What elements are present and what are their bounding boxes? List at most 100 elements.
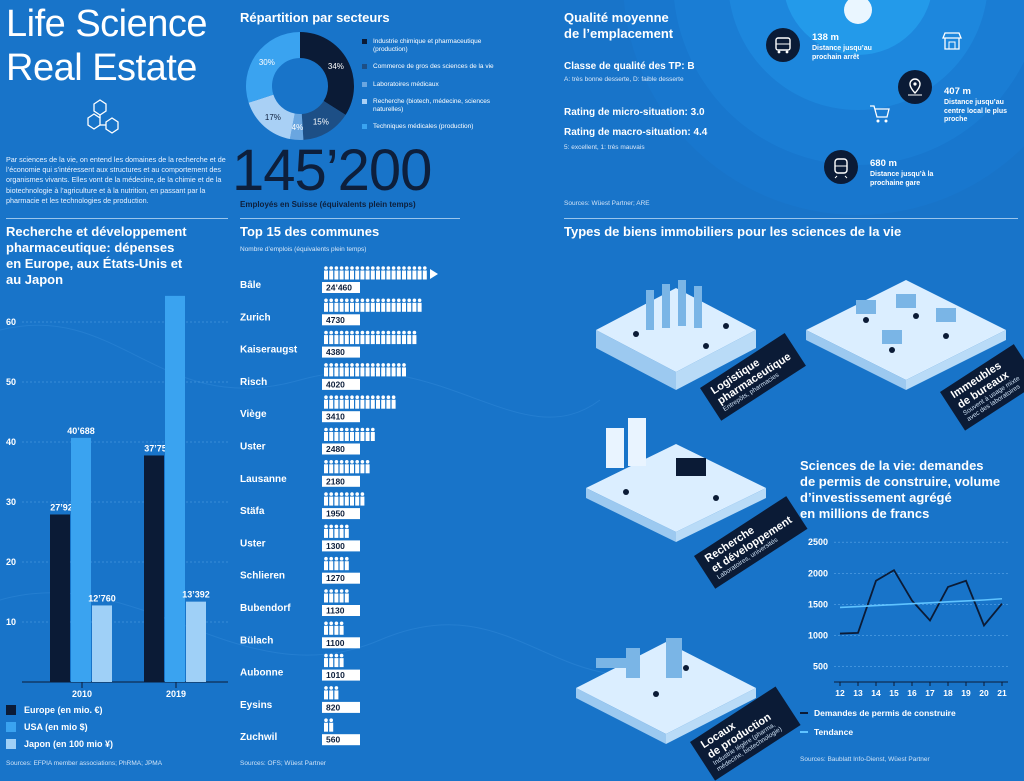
person-body xyxy=(334,270,339,280)
person-head xyxy=(339,395,344,399)
person-head xyxy=(376,363,380,367)
person-icon xyxy=(344,298,349,312)
person-icon xyxy=(334,427,339,441)
person-head xyxy=(391,330,396,335)
person-body xyxy=(412,335,417,345)
person-head xyxy=(324,686,328,690)
person-icon xyxy=(334,298,339,312)
person-head xyxy=(381,395,385,399)
person-body xyxy=(339,658,344,668)
person-body xyxy=(360,464,365,474)
person-body xyxy=(350,302,354,312)
person-head xyxy=(407,266,411,270)
person-body xyxy=(339,270,344,280)
value-label: 4730 xyxy=(326,315,345,325)
person-body xyxy=(344,528,349,538)
person-icon xyxy=(334,589,339,603)
person-body xyxy=(334,335,339,345)
person-icon xyxy=(324,330,328,345)
person-head xyxy=(334,266,339,270)
bar xyxy=(50,514,70,682)
person-body xyxy=(376,302,380,312)
person-body xyxy=(370,432,375,441)
person-head xyxy=(329,492,333,496)
person-head xyxy=(350,266,354,270)
x-tick-label: 12 xyxy=(835,688,845,698)
person-body xyxy=(365,302,370,312)
person-icon xyxy=(339,298,344,312)
person-body xyxy=(412,270,417,280)
person-body xyxy=(407,270,412,280)
person-head xyxy=(329,298,333,303)
person-head xyxy=(360,427,365,432)
town-label: Zuchwil xyxy=(240,732,277,743)
legend-series: Demandes de permis de construire xyxy=(800,708,956,718)
person-icon xyxy=(324,589,328,603)
value-box xyxy=(322,508,360,520)
person-body xyxy=(355,496,360,506)
person-body xyxy=(417,270,422,280)
person-head xyxy=(371,395,375,399)
value-box xyxy=(322,734,360,746)
value-label: 3410 xyxy=(326,412,345,422)
rnd-bar-chart: 60504030201027’92040’68812’760201037’754… xyxy=(6,292,228,699)
person-head xyxy=(324,556,328,561)
person-body xyxy=(376,367,380,377)
person-icon xyxy=(355,427,360,441)
person-icon xyxy=(324,686,328,700)
person-body xyxy=(355,367,360,377)
person-icon xyxy=(339,363,344,377)
legend-item: Europe (en mio. €) xyxy=(6,705,113,715)
data-label: 27’920 xyxy=(50,502,78,512)
person-body xyxy=(329,690,334,700)
pie-label: 4% xyxy=(292,123,304,132)
person-head xyxy=(371,363,375,367)
value-label: 4020 xyxy=(326,379,345,389)
person-head xyxy=(355,460,359,464)
person-icon xyxy=(360,427,365,441)
value-box xyxy=(322,282,360,293)
y-tick-label: 20 xyxy=(6,557,16,567)
town-label: Schlieren xyxy=(240,571,285,582)
person-icon xyxy=(381,298,386,312)
town-label: Stäfa xyxy=(240,506,265,517)
quality-source: Sources: Wüest Partner; ARE xyxy=(564,200,650,207)
person-head xyxy=(350,427,354,432)
person-icon xyxy=(344,427,349,441)
person-icon xyxy=(360,395,365,409)
person-head xyxy=(355,298,359,303)
person-body xyxy=(365,464,370,474)
legend-swatch xyxy=(362,82,367,87)
person-body xyxy=(370,302,375,312)
person-body xyxy=(360,335,365,345)
person-icon xyxy=(324,524,328,538)
person-head xyxy=(407,298,411,303)
person-icon xyxy=(350,363,354,377)
person-body xyxy=(407,335,412,345)
person-body xyxy=(360,399,365,409)
train-icon xyxy=(824,150,858,184)
y-tick-label: 2000 xyxy=(808,568,828,578)
person-icon xyxy=(381,363,386,377)
person-head xyxy=(329,427,333,432)
person-icon xyxy=(344,589,349,603)
rnd-title-line-2: pharmaceutique: dépenses xyxy=(6,240,175,255)
person-icon xyxy=(391,395,396,409)
person-icon xyxy=(334,621,339,635)
person-icon xyxy=(344,266,349,280)
person-head xyxy=(329,686,333,690)
person-icon xyxy=(407,266,412,280)
person-head xyxy=(402,266,406,270)
series-line-trend xyxy=(839,597,1003,609)
x-tick-label: 17 xyxy=(925,688,935,698)
person-head xyxy=(329,524,333,529)
x-tick-label: 16 xyxy=(907,688,917,698)
person-body xyxy=(396,367,401,377)
permits-source: Sources: Baublatt Info-Dienst, Wüest Par… xyxy=(800,756,930,763)
person-head xyxy=(381,298,385,303)
person-icon xyxy=(339,395,344,409)
person-head xyxy=(345,427,349,432)
person-head xyxy=(350,330,354,335)
person-body xyxy=(339,593,344,603)
person-body xyxy=(381,399,386,409)
